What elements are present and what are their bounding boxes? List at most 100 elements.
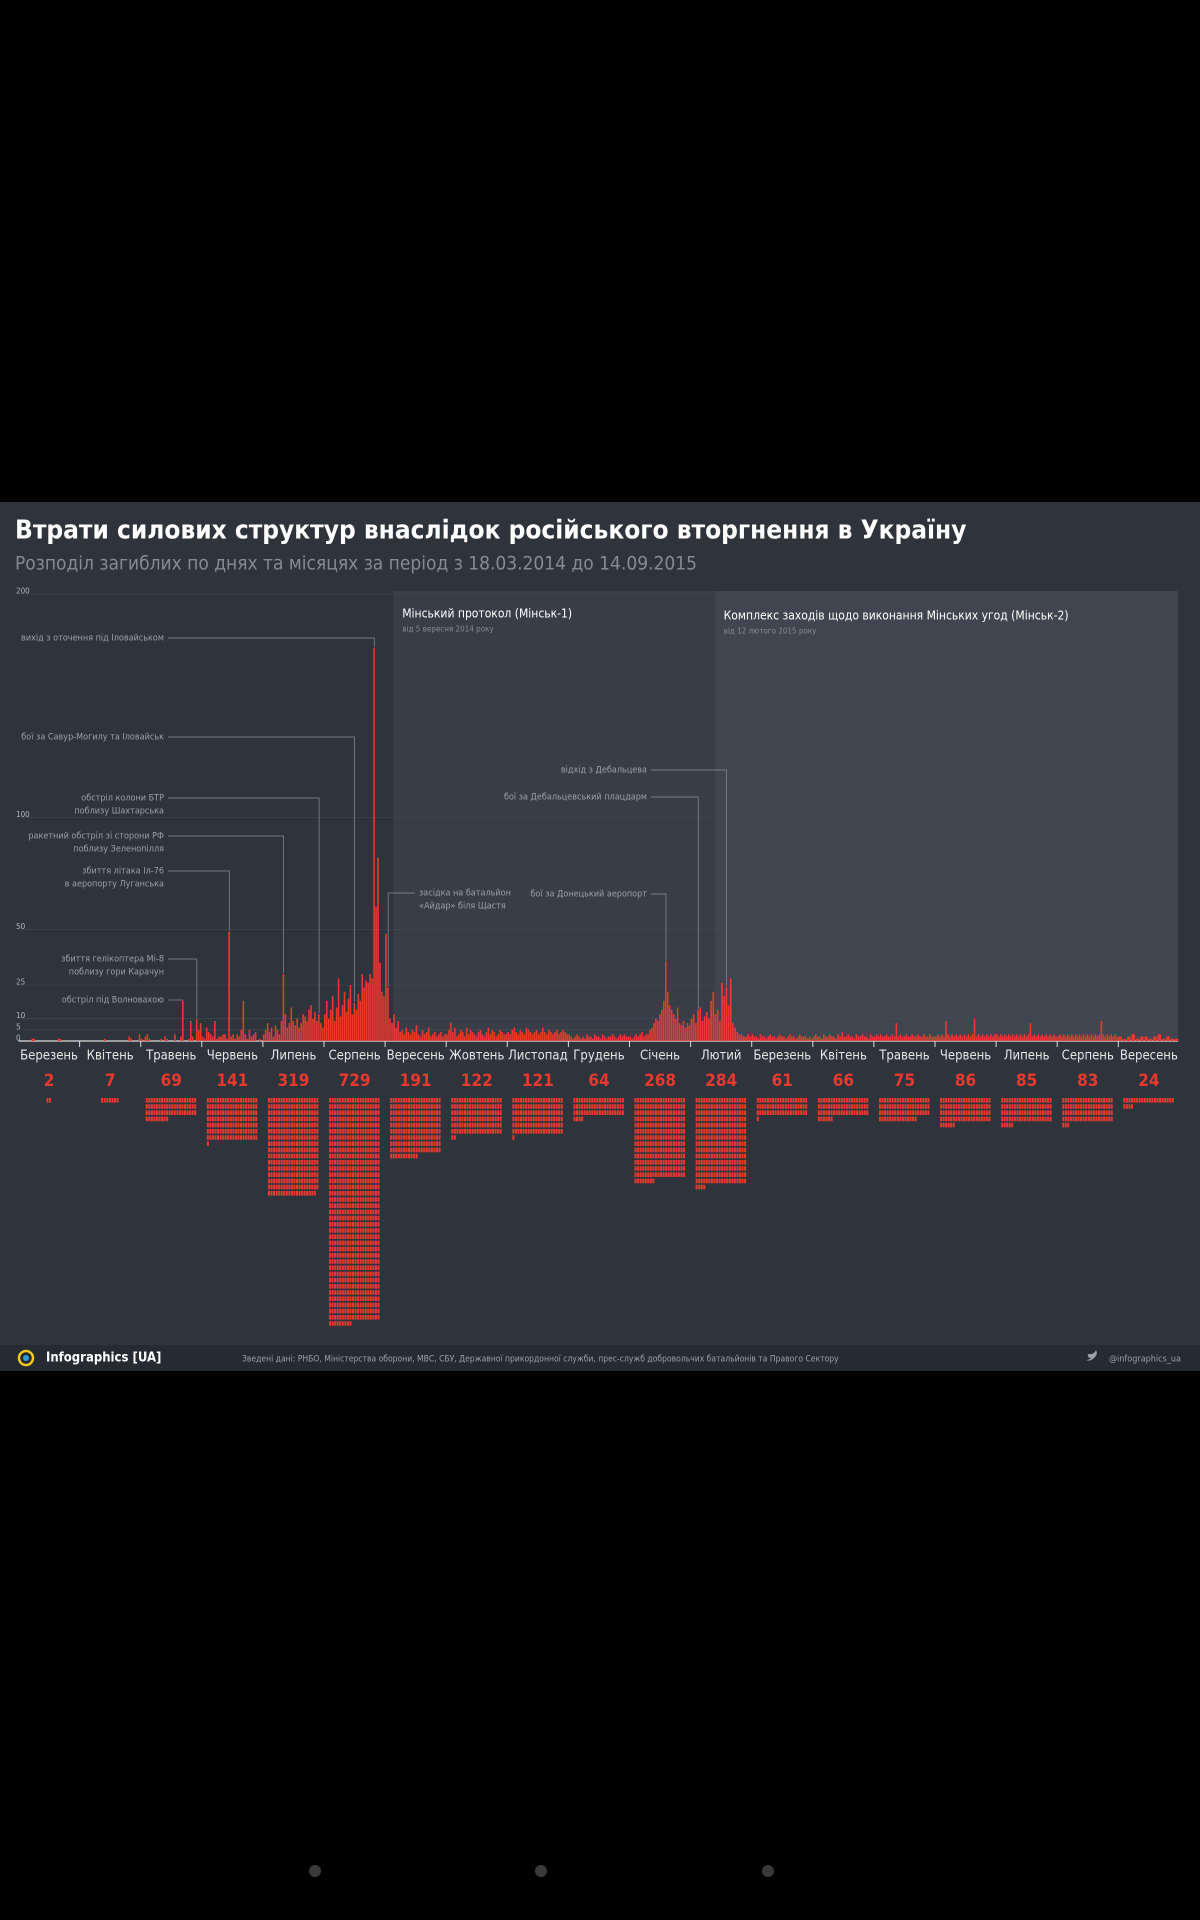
day-bar	[684, 1027, 687, 1041]
day-bar	[873, 1036, 876, 1041]
day-bar	[584, 1038, 586, 1041]
annotation: поблизу Шахтарська	[74, 806, 164, 817]
day-bar	[983, 1036, 986, 1041]
day-bar	[381, 991, 383, 1041]
month-label: Травень	[145, 1049, 196, 1064]
day-bar	[905, 1034, 908, 1041]
day-bar	[280, 1020, 283, 1041]
day-bar	[1118, 1036, 1122, 1041]
day-bar	[365, 980, 367, 1041]
day-bar	[1157, 1034, 1162, 1041]
day-bar	[871, 1036, 874, 1041]
day-bar	[629, 1036, 632, 1041]
day-bar	[992, 1036, 994, 1041]
day-bar	[284, 1014, 287, 1041]
day-bar	[463, 1036, 466, 1041]
day-bar	[566, 1034, 568, 1041]
day-bar	[399, 1032, 401, 1041]
day-bar	[444, 1034, 446, 1041]
annotation: ракетний обстріл зі сторони РФ	[28, 831, 164, 842]
day-bar	[258, 1038, 261, 1041]
nav-dot[interactable]	[309, 1865, 321, 1877]
day-bar	[316, 1020, 318, 1041]
day-bar	[104, 1038, 106, 1041]
day-bar	[674, 1018, 677, 1041]
day-bar	[371, 978, 373, 1041]
day-bar	[519, 1029, 522, 1041]
day-bar	[483, 1036, 486, 1041]
annotation: поблизу гори Карачун	[69, 967, 164, 978]
day-bar	[680, 1025, 683, 1041]
day-bar	[773, 1036, 775, 1041]
day-bar	[925, 1036, 927, 1041]
day-bar	[879, 1034, 882, 1041]
day-bar	[1009, 1036, 1012, 1041]
annotation: «Айдар» біля Щастя	[419, 901, 506, 912]
region-subtitle: від 12 лютого 2015 року	[724, 627, 818, 636]
day-bar	[433, 1032, 436, 1041]
day-bar	[981, 1034, 984, 1041]
day-bar	[481, 1034, 484, 1041]
day-bar	[485, 1032, 488, 1041]
day-bar	[1043, 1036, 1045, 1041]
day-bar	[865, 1036, 868, 1041]
day-bar	[188, 1038, 190, 1041]
day-bar	[351, 1014, 354, 1041]
day-bar	[363, 987, 365, 1041]
day-bar	[1045, 1034, 1047, 1041]
day-bar	[697, 1009, 699, 1041]
day-bar	[705, 1011, 708, 1041]
day-bar	[1007, 1034, 1010, 1041]
day-bar	[562, 1029, 564, 1041]
day-bar	[661, 1009, 663, 1041]
day-bar	[710, 1000, 712, 1041]
day-bar	[590, 1036, 592, 1041]
day-bar	[1108, 1036, 1111, 1041]
day-bar	[703, 1016, 706, 1041]
day-bar	[552, 1034, 554, 1041]
day-bar	[1100, 1020, 1103, 1041]
day-bar	[694, 1023, 697, 1041]
day-bar	[839, 1036, 841, 1041]
day-bar	[822, 1034, 825, 1041]
day-bar	[931, 1036, 933, 1041]
day-bar	[1005, 1036, 1008, 1041]
day-bar	[1002, 1036, 1004, 1041]
day-bar	[278, 1034, 281, 1041]
day-bar	[367, 982, 369, 1041]
day-bar	[403, 1034, 406, 1041]
day-bar	[513, 1027, 516, 1041]
day-bar	[623, 1034, 626, 1041]
day-bar	[818, 1036, 821, 1041]
nav-dot[interactable]	[762, 1865, 774, 1877]
day-bar	[1070, 1034, 1073, 1041]
day-bar	[701, 1020, 704, 1041]
day-bar	[242, 1000, 245, 1041]
day-bar	[755, 1036, 758, 1041]
month-label: Серпень	[1062, 1049, 1114, 1064]
day-bar	[357, 994, 360, 1041]
day-bar	[195, 1018, 198, 1041]
day-bar	[651, 1027, 653, 1041]
day-bar	[643, 1036, 645, 1041]
day-bar	[1106, 1034, 1109, 1041]
day-bar	[853, 1038, 856, 1041]
day-bar	[379, 962, 381, 1041]
day-bar	[1041, 1034, 1044, 1041]
day-bar	[1053, 1034, 1055, 1041]
day-bar	[413, 1032, 416, 1041]
day-bar	[318, 1014, 320, 1041]
handle: @infographics_ua	[1109, 1355, 1181, 1365]
day-bar	[531, 1034, 534, 1041]
month-total: 69	[161, 1071, 182, 1091]
day-bar	[716, 1009, 719, 1041]
nav-dot[interactable]	[535, 1865, 547, 1877]
day-bar	[961, 1036, 964, 1041]
day-bar	[659, 1014, 661, 1041]
month-total: 83	[1077, 1071, 1098, 1091]
day-bar	[808, 1036, 811, 1041]
day-bar	[1029, 1023, 1032, 1041]
day-bar	[446, 1034, 448, 1041]
day-bar	[568, 1034, 570, 1041]
